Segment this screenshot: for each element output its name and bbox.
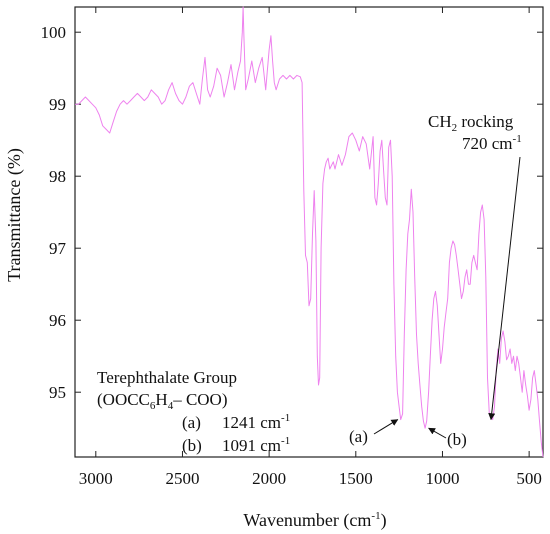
x-tick-label: 2500	[165, 469, 199, 488]
series-group	[75, 6, 544, 458]
arrow-b	[428, 427, 447, 439]
terephthalate-annotation: Terephthalate Group (OOCC6H4– COO) (a) 1…	[97, 368, 290, 455]
x-axis-title: Wavenumber (cm-1)	[243, 510, 386, 531]
x-tick-label: 3000	[79, 469, 113, 488]
y-tick-label: 96	[49, 311, 66, 330]
ch2-rocking-label: CH2 rocking	[428, 112, 514, 134]
y-axis-ticks: 95 96 97 98 99 100	[41, 23, 543, 402]
peak-a-label: (a)	[182, 413, 201, 432]
x-tick-label: 500	[516, 469, 542, 488]
x-tick-label: 2000	[252, 469, 286, 488]
group-title: Terephthalate Group	[97, 368, 237, 387]
y-tick-label: 95	[49, 383, 66, 402]
arrow-a	[373, 419, 399, 435]
spectrum-line	[75, 6, 544, 458]
x-tick-label: 1000	[425, 469, 459, 488]
group-formula: (OOCC6H4– COO)	[97, 390, 228, 412]
ch2-wavenumber-label: 720 cm-1	[462, 133, 522, 153]
arrow-a-label: (a)	[349, 427, 368, 446]
x-axis-ticks: 3000 2500 2000 1500 1000 500	[79, 7, 542, 488]
plot-frame	[74, 6, 544, 458]
peak-b-value: 1091 cm-1	[222, 435, 290, 455]
y-axis-title: Transmittance (%)	[4, 148, 25, 282]
x-tick-label: 1500	[339, 469, 373, 488]
peak-a-value: 1241 cm-1	[222, 412, 290, 432]
arrow-b-label: (b)	[447, 430, 467, 449]
y-tick-label: 98	[49, 167, 66, 186]
arrow-ch2-rocking	[488, 156, 521, 421]
y-tick-label: 100	[41, 23, 67, 42]
y-tick-label: 97	[49, 239, 67, 258]
peak-b-label: (b)	[182, 436, 202, 455]
y-tick-label: 99	[49, 95, 66, 114]
